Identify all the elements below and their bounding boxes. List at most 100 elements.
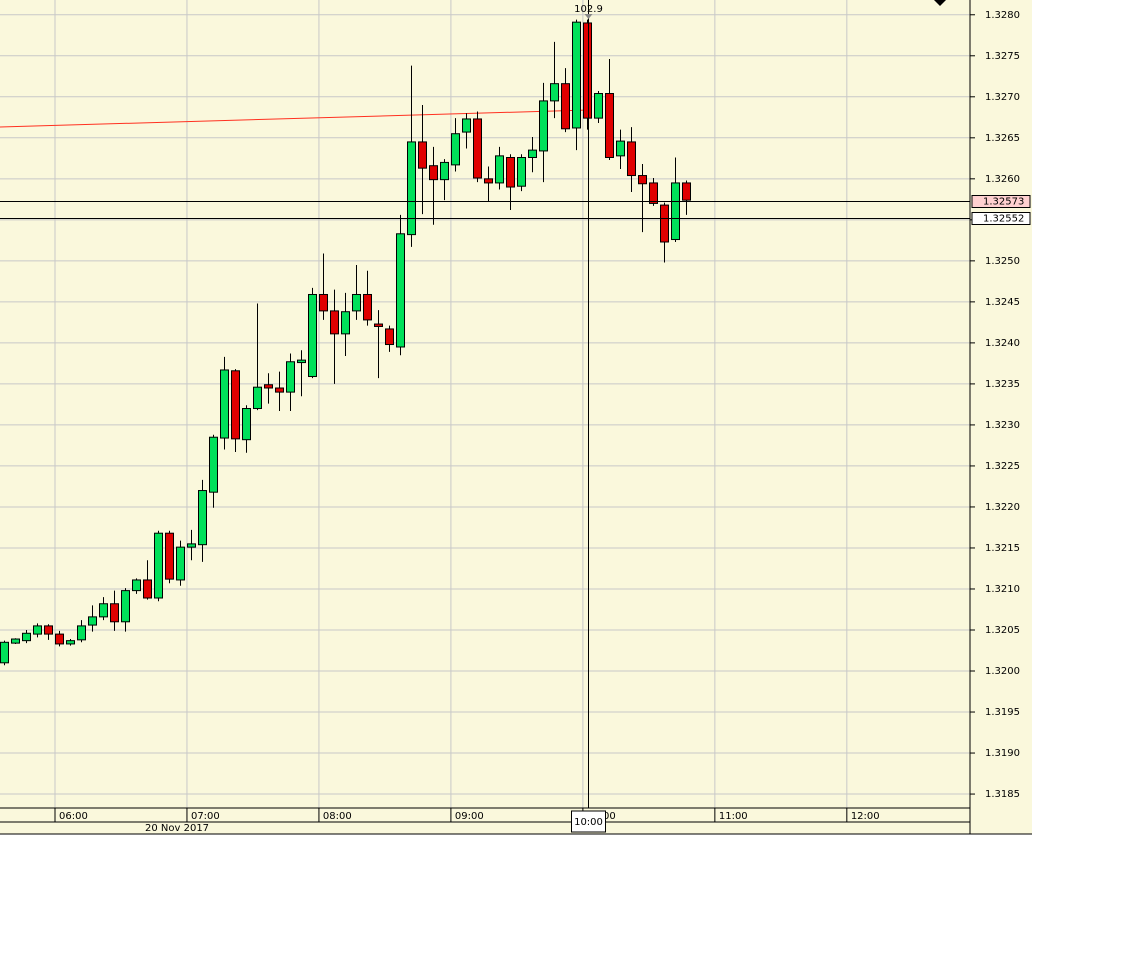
overlay: 1.3185 1.3190 1.3195 1.3200 1.3205 1.3210 1.32…	[0, 0, 1031, 834]
candle-body	[374, 323, 383, 327]
price-label: 1.32573	[983, 197, 1024, 208]
y-tick-label: 1.3200	[985, 666, 1020, 677]
candle-body	[110, 603, 119, 623]
y-tick-label: 1.3215	[985, 543, 1020, 554]
y-tick-label: 1.3230	[985, 420, 1020, 431]
candle-body	[143, 579, 152, 599]
candle-body	[209, 436, 218, 493]
candle-body	[616, 140, 625, 157]
candle-body	[605, 93, 614, 158]
candle-body	[55, 633, 64, 645]
candle-body	[594, 93, 603, 119]
chart-background	[0, 0, 1032, 834]
candle-body	[33, 625, 42, 635]
candle-body	[627, 141, 636, 177]
y-tick-label: 1.3250	[985, 256, 1020, 267]
annotation: 102.9	[574, 4, 603, 15]
candle-body	[297, 359, 306, 364]
candle-body	[275, 387, 284, 393]
candle-body	[462, 118, 471, 133]
candle-body	[308, 293, 317, 378]
candle-body	[154, 532, 163, 599]
candle-body	[539, 100, 548, 152]
candle-body	[638, 175, 647, 185]
candle-body	[11, 638, 20, 644]
candle-body	[231, 370, 240, 440]
candle-body	[517, 156, 526, 187]
candle-body	[77, 625, 86, 641]
candle-body	[253, 386, 262, 410]
y-tick-label: 1.3210	[985, 584, 1020, 595]
candle-body	[451, 133, 460, 166]
candle-body	[550, 83, 559, 102]
y-tick-label: 1.3245	[985, 297, 1020, 308]
plot	[0, 19, 691, 666]
candle-body	[88, 616, 97, 626]
candle-body	[132, 579, 141, 592]
x-tick-label: 12:00	[851, 811, 880, 822]
x-tick-label: 06:00	[59, 811, 88, 822]
crosshair-label-box	[571, 810, 606, 833]
y-tick-label: 1.3270	[985, 92, 1020, 103]
y-tick-label: 1.3260	[985, 174, 1020, 185]
candle-body	[385, 328, 394, 346]
crosshair-label: 10:00	[574, 817, 603, 828]
candle-body	[44, 625, 53, 635]
candle-body	[418, 141, 427, 169]
marker-diamond	[934, 0, 946, 6]
price-label-box	[971, 195, 1031, 208]
y-tick-label: 1.3240	[985, 338, 1020, 349]
candle-body	[660, 204, 669, 243]
candle-body	[407, 141, 416, 236]
x-tick-label: 08:00	[323, 811, 352, 822]
candle-body	[682, 182, 691, 201]
price-label-box	[971, 212, 1031, 225]
date-label: 20 Nov 2017	[145, 823, 209, 834]
candle-body	[341, 311, 350, 335]
candle-body	[561, 83, 570, 130]
candle-body	[473, 118, 482, 179]
candle-body	[330, 310, 339, 335]
candle-body	[286, 361, 295, 393]
y-tick-label: 1.3190	[985, 748, 1020, 759]
y-tick-label: 1.3195	[985, 707, 1020, 718]
candle-body	[528, 149, 537, 158]
candle-body	[22, 632, 31, 642]
annotation-marker	[584, 14, 593, 19]
candle-body	[583, 22, 592, 119]
candle-body	[187, 543, 196, 548]
y-tick-label: 1.3205	[985, 625, 1020, 636]
candle-body	[165, 532, 174, 580]
candle-body	[198, 490, 207, 546]
candle-body	[484, 178, 493, 184]
candle-body	[242, 408, 251, 441]
y-tick-label: 1.3280	[985, 10, 1020, 21]
y-tick-label: 1.3220	[985, 502, 1020, 513]
y-tick-label: 1.3275	[985, 51, 1020, 62]
candle-body	[429, 165, 438, 181]
y-tick-label: 1.3265	[985, 133, 1020, 144]
candle-body	[66, 640, 75, 645]
candle-body	[99, 603, 108, 618]
candle-body	[264, 384, 273, 389]
x-tick-label: 11:00	[719, 811, 748, 822]
candle-body	[440, 161, 449, 181]
candle-body	[671, 182, 680, 241]
candle-body	[121, 590, 130, 623]
candle-body	[319, 293, 328, 312]
candle-body	[495, 155, 504, 184]
candle-body	[176, 546, 185, 581]
y-tick-label: 1.3225	[985, 461, 1020, 472]
candle-body	[220, 369, 229, 439]
y-tick-label: 1.3235	[985, 379, 1020, 390]
y-tick-label: 1.3185	[985, 789, 1020, 800]
candle-body	[0, 641, 9, 664]
candle-body	[572, 21, 581, 129]
candle-body	[352, 293, 361, 312]
price-label: 1.32552	[983, 214, 1024, 225]
x-tick-label: 09:00	[455, 811, 484, 822]
x-tick-label: 07:00	[191, 811, 220, 822]
candle-body	[363, 293, 372, 321]
